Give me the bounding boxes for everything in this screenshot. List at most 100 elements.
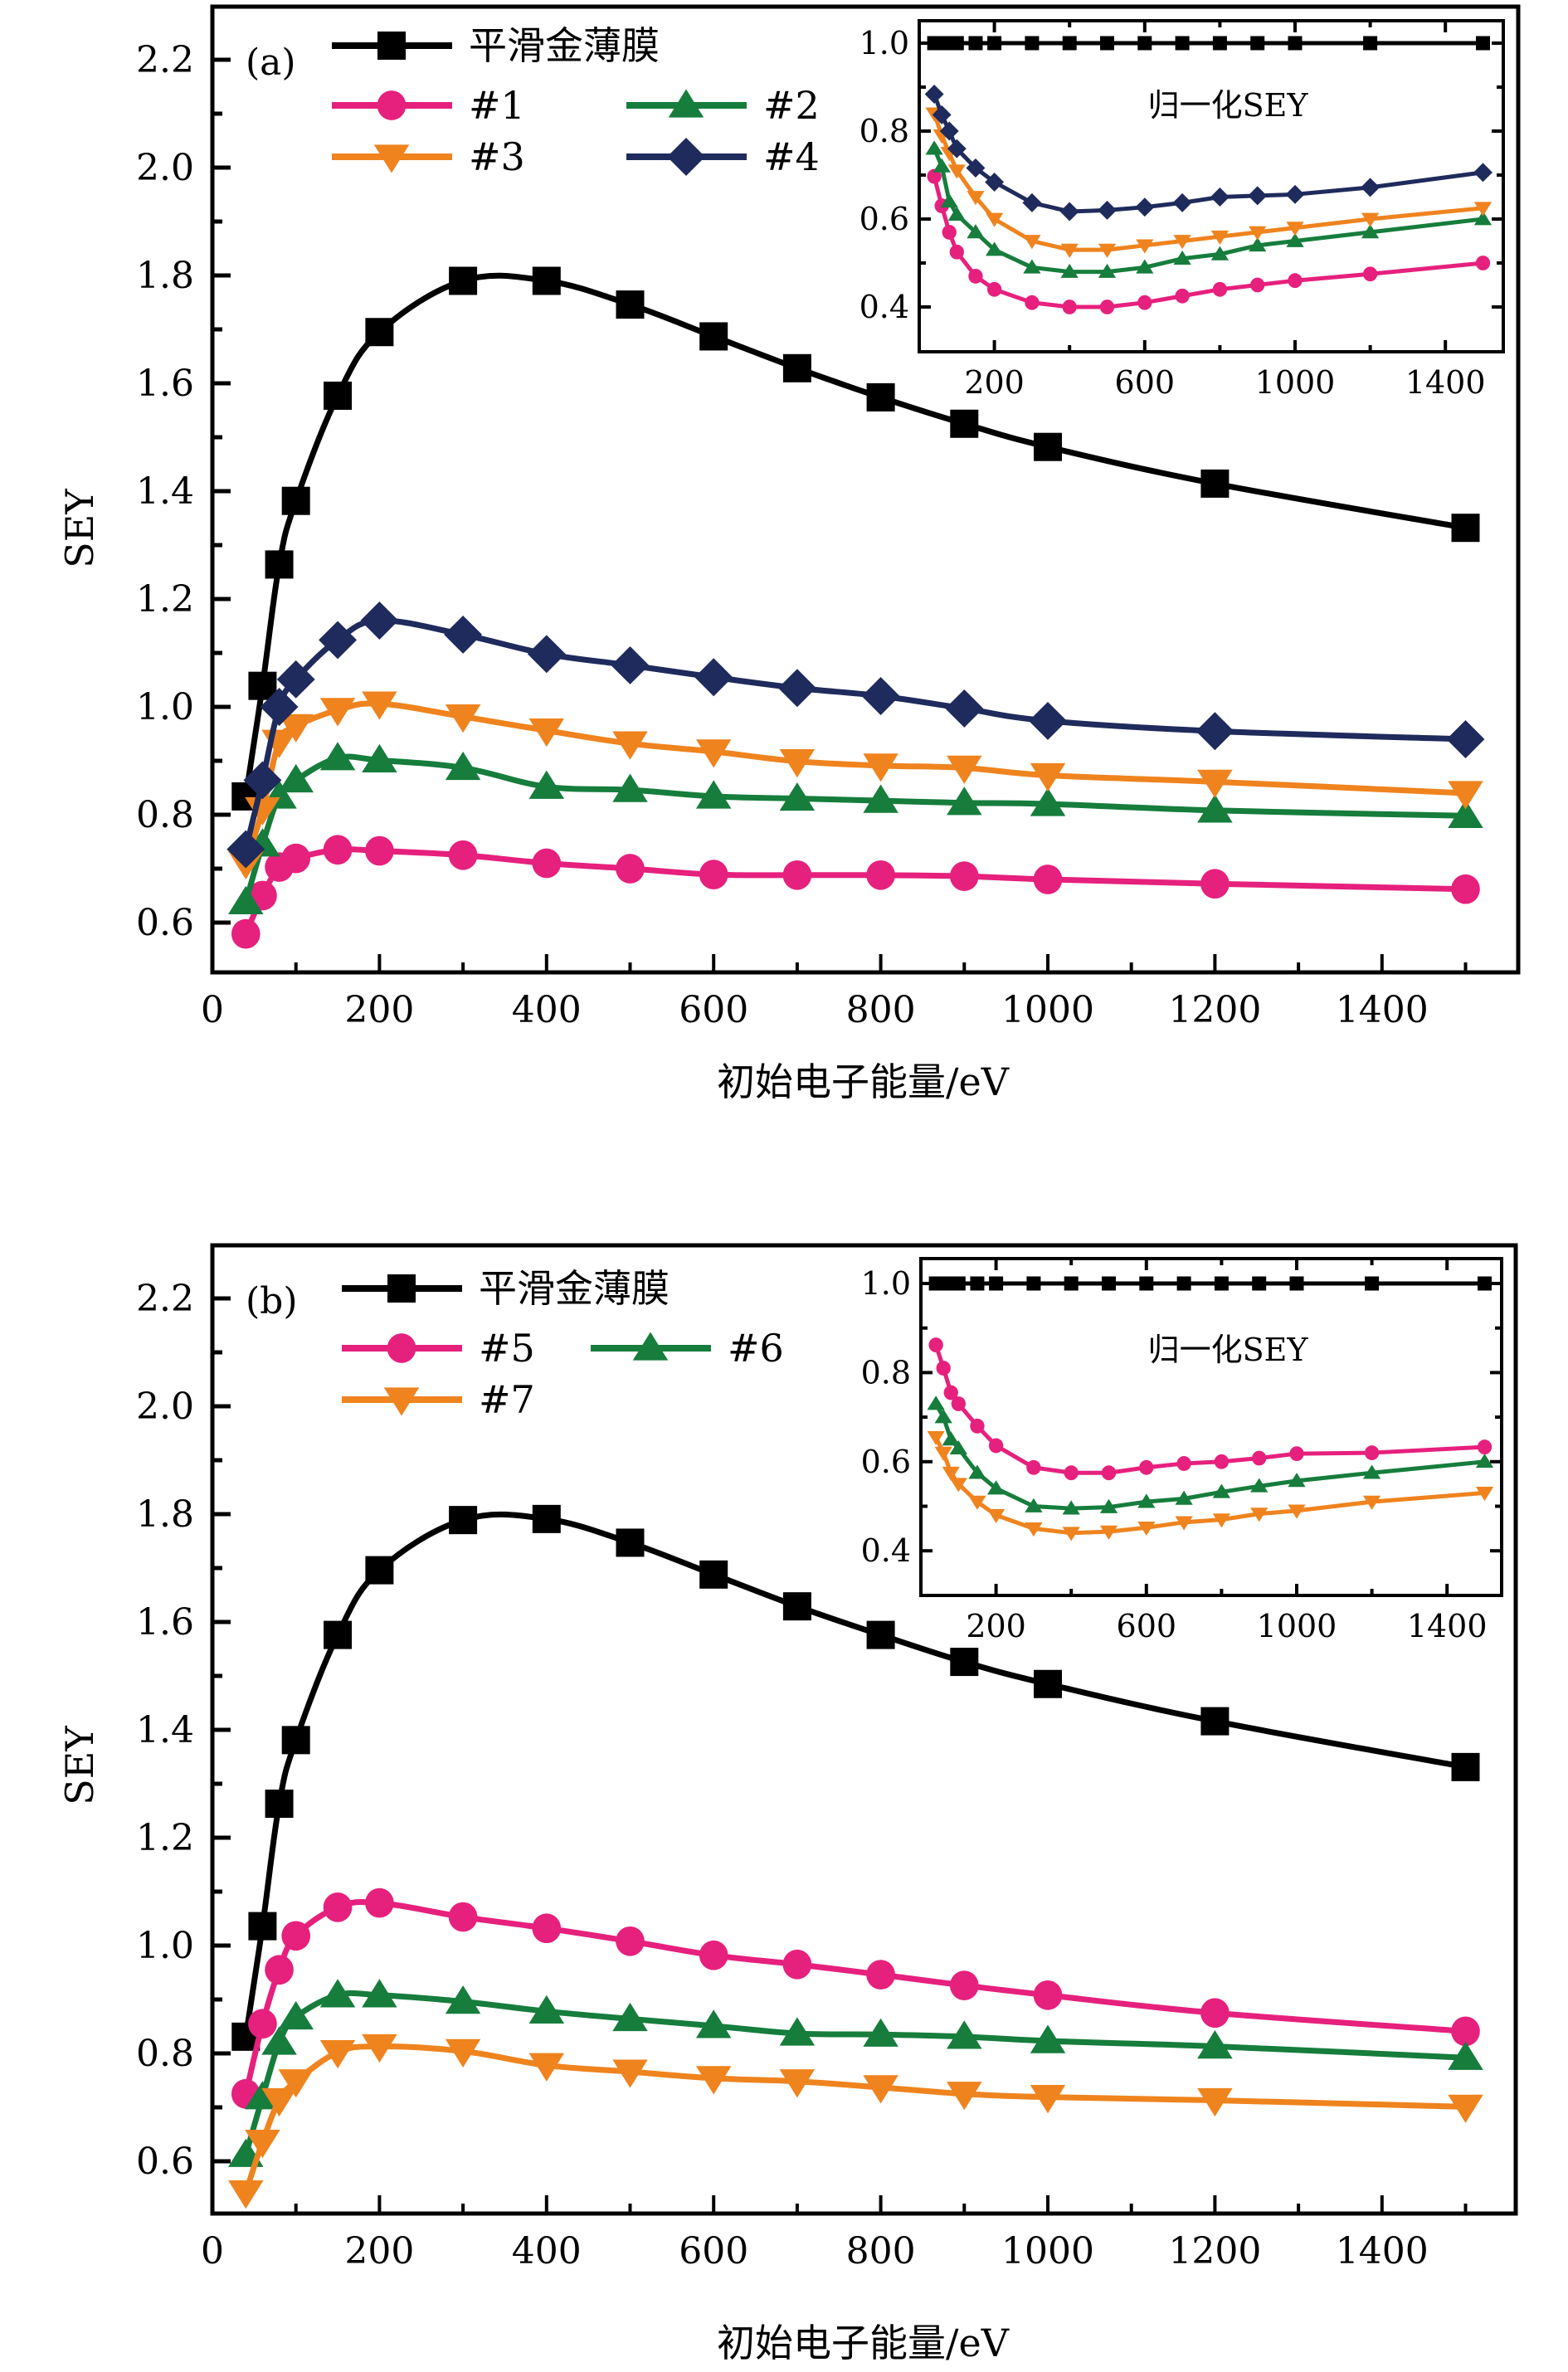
legend-label: #4 [763,134,820,179]
inset-data-point [1475,1454,1494,1468]
inset-data-point [1288,36,1303,51]
inset-data-point [1023,259,1041,274]
inset-data-point [925,140,943,155]
inset-data-point [1475,256,1491,270]
data-point [265,1955,294,1985]
x-tick-label: 1400 [1336,989,1429,1031]
inset-series-#2 [925,140,1493,278]
inset-series-line [932,175,1483,309]
inset-y-tick-label: 0.6 [859,201,909,237]
data-point [616,1926,645,1956]
y-tick-label: 2.2 [136,39,194,81]
inset-data-point [1363,36,1378,51]
inset-x-tick-label: 600 [1117,1608,1177,1644]
data-point [319,742,356,771]
inset-data-point [1289,1446,1304,1462]
inset-data-point [968,36,983,51]
inset-series-line [932,148,1483,275]
inset-data-point [951,1396,966,1411]
inset-data-point [967,224,985,239]
data-point [1200,869,1230,899]
data-point [281,1921,311,1951]
inset-data-point [1361,178,1381,197]
panel-label: (a) [246,41,296,84]
y-tick-label: 2.0 [136,147,194,189]
data-point [863,753,898,782]
data-point [444,615,483,654]
data-point [949,1970,979,2000]
inset-data-point [934,1409,952,1424]
data-point [265,1790,294,1819]
inset-data-point [988,1438,1004,1454]
data-point [612,773,648,802]
inset-data-point [1473,202,1493,217]
x-tick-label: 400 [512,989,582,1031]
series-#3 [228,691,1483,880]
y-tick-label: 0.8 [136,794,194,836]
data-point [528,770,565,799]
x-tick-label: 1200 [1168,2230,1261,2272]
data-point [445,1985,481,2014]
inset-data-point [1176,1456,1191,1471]
legend: 平滑金薄膜 #5 #6 #7 [342,1266,784,1422]
data-point [532,848,562,879]
data-point [1197,2087,1233,2117]
inset-x-tick-label: 1000 [1257,1608,1337,1644]
data-point [779,2069,816,2098]
legend: 平滑金薄膜 #1 #2 #3 #4 [332,23,820,179]
data-point [866,382,895,412]
inset-data-point [1099,1525,1118,1540]
data-point [947,2082,982,2111]
inset-data-point [939,121,959,141]
inset-data-point [1064,1276,1079,1291]
inset-data-point [1062,36,1077,51]
data-point [445,2038,481,2068]
y-tick-label: 0.6 [136,2141,194,2183]
inset-data-point [1173,250,1191,265]
inset-y-tick-label: 0.8 [861,1354,911,1391]
data-point [612,2059,648,2088]
inset-data-point [1214,1276,1229,1291]
inset-data-point [1249,226,1267,241]
inset-data-point [1139,1459,1154,1475]
data-point [319,1979,356,2008]
legend-marker [377,32,406,60]
inset-data-point [1062,1500,1080,1515]
legend-label: 平滑金薄膜 [469,23,660,68]
inset-y-tick-label: 0.8 [859,113,909,149]
y-tick-label: 1.4 [136,1709,194,1751]
inset-data-point [1060,263,1079,278]
inset-x-tick-label: 1000 [1255,364,1336,401]
inset-y-tick-label: 1.0 [861,1265,911,1302]
data-point [1034,432,1062,461]
x-tick-label: 400 [512,2230,582,2272]
data-point [362,743,397,773]
inset-data-point [1210,246,1230,261]
legend-item: #1 [332,83,525,128]
inset-data-point [1137,36,1152,51]
data-point [1448,799,1483,828]
inset-data-point [1026,1276,1041,1291]
legend-marker [667,138,705,176]
inset-data-point [1212,1513,1231,1528]
data-point [1030,762,1066,792]
inset-data-point [1252,1450,1267,1466]
inset-data-point [985,241,1004,256]
legend-item: #6 [591,1326,784,1371]
data-point [528,2053,565,2082]
data-point [863,2018,898,2047]
legend-marker [377,90,407,120]
series-#5 [231,1887,1480,2109]
inset-data-point [985,212,1004,227]
x-tick-label: 800 [846,989,916,1031]
inset-chart: 归一化SEY 0.4 0.6 0.8 1.0 200 600 1000 1400 [859,19,1505,401]
series-layer [226,266,1485,949]
data-point [612,2002,648,2032]
inset-data-point [968,268,983,284]
inset-data-point [1248,186,1268,206]
inset-data-point [1100,36,1114,51]
data-point [1033,865,1063,894]
inset-data-point [1059,202,1079,222]
inset-x-tick-label: 200 [964,364,1025,401]
